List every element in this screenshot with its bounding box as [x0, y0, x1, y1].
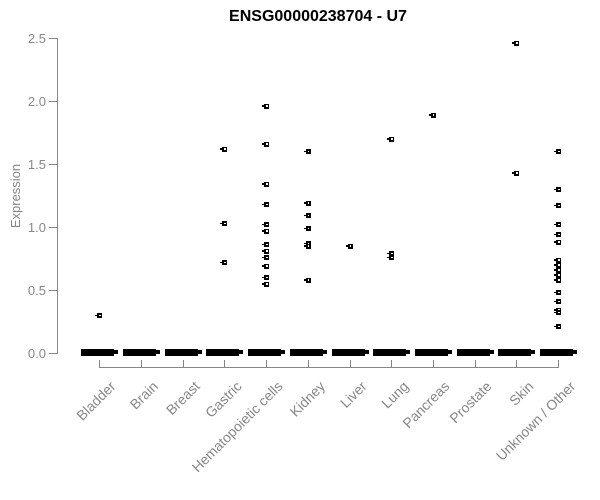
x-axis-tick	[307, 360, 309, 367]
zero-expression-cluster	[498, 348, 536, 356]
x-axis-tick	[182, 360, 184, 367]
data-point	[554, 239, 562, 245]
x-axis-tick	[474, 360, 476, 367]
data-point	[387, 251, 395, 257]
data-point	[554, 262, 562, 268]
x-axis-category-label: Breast	[162, 378, 203, 418]
data-point	[303, 241, 311, 247]
data-point	[387, 136, 395, 142]
x-axis-tick	[391, 360, 393, 367]
zero-expression-cluster	[331, 348, 369, 356]
y-axis-tick-label: 0.0	[27, 345, 46, 361]
zero-expression-cluster	[414, 348, 452, 356]
x-axis-category-label: Lung	[377, 378, 412, 412]
data-point	[220, 260, 228, 266]
y-axis-tick	[49, 37, 57, 39]
data-point	[262, 141, 270, 147]
data-point	[428, 112, 436, 118]
data-point	[303, 149, 311, 155]
zero-expression-cluster	[456, 348, 494, 356]
zero-expression-cluster	[206, 348, 244, 356]
data-point	[554, 307, 562, 313]
y-axis-tick-label: 2.0	[27, 93, 46, 109]
data-point	[554, 149, 562, 155]
x-axis-category-label: Liver	[336, 378, 370, 411]
zero-expression-cluster	[164, 348, 202, 356]
data-point	[387, 255, 395, 261]
x-axis-tick	[349, 360, 351, 367]
y-axis-tick-label: 0.5	[27, 282, 46, 298]
data-point	[554, 277, 562, 283]
data-point	[554, 267, 562, 273]
x-axis-tick	[266, 360, 268, 367]
y-axis-tick	[49, 352, 57, 354]
y-axis-line	[57, 38, 58, 354]
x-axis-category-label: Prostate	[446, 378, 495, 427]
chart-title: ENSG00000238704 - U7	[229, 8, 407, 25]
x-axis-line	[99, 367, 559, 368]
zero-expression-cluster	[373, 348, 411, 356]
data-point	[95, 313, 103, 318]
y-axis-tick	[49, 163, 57, 165]
x-axis-tick	[516, 360, 518, 367]
data-point	[554, 310, 562, 316]
data-point	[303, 226, 311, 232]
zero-expression-cluster	[248, 348, 286, 356]
data-point	[262, 242, 270, 248]
data-point	[554, 232, 562, 238]
x-axis-category-label: Skin	[505, 378, 537, 409]
data-point	[262, 181, 270, 187]
y-axis-tick-label: 1.5	[27, 156, 46, 172]
x-axis-tick	[224, 360, 226, 367]
y-axis-tick	[49, 226, 57, 228]
data-point	[262, 248, 270, 254]
x-axis-category-label: Kidney	[286, 378, 328, 420]
data-point	[262, 281, 270, 287]
zero-expression-cluster	[122, 348, 160, 356]
data-point	[554, 290, 562, 296]
data-point	[512, 170, 520, 176]
data-point	[262, 255, 270, 261]
data-point	[554, 222, 562, 228]
data-point	[554, 299, 562, 305]
x-axis-tick	[99, 360, 101, 367]
zero-expression-cluster	[540, 348, 578, 356]
x-axis-tick	[432, 360, 434, 367]
data-point	[345, 243, 353, 249]
data-point	[554, 257, 562, 263]
x-axis-tick	[558, 360, 560, 367]
data-point	[262, 103, 270, 109]
x-axis-category-label: Brain	[126, 378, 161, 413]
y-axis-tick-label: 2.5	[27, 30, 46, 46]
x-axis-tick	[140, 360, 142, 367]
data-point	[220, 221, 228, 227]
zero-expression-cluster	[81, 348, 119, 356]
data-point	[220, 146, 228, 152]
data-point	[262, 275, 270, 281]
data-point	[512, 40, 520, 46]
data-point	[303, 277, 311, 283]
y-axis-tick	[49, 289, 57, 291]
x-axis-category-label: Unknown / Other	[492, 378, 578, 464]
data-point	[303, 200, 311, 206]
data-point	[262, 263, 270, 269]
data-point	[262, 202, 270, 208]
data-point	[554, 203, 562, 209]
x-axis-category-label: Bladder	[73, 378, 120, 424]
y-axis-label: Expression	[8, 163, 23, 229]
y-axis-tick-label: 1.0	[27, 219, 46, 235]
data-point	[262, 228, 270, 234]
y-axis-tick	[49, 100, 57, 102]
data-point	[554, 324, 562, 330]
zero-expression-cluster	[289, 348, 327, 356]
data-point	[554, 187, 562, 192]
data-point	[262, 222, 270, 228]
data-point	[303, 213, 311, 219]
data-point	[303, 243, 311, 249]
data-point	[554, 272, 562, 278]
